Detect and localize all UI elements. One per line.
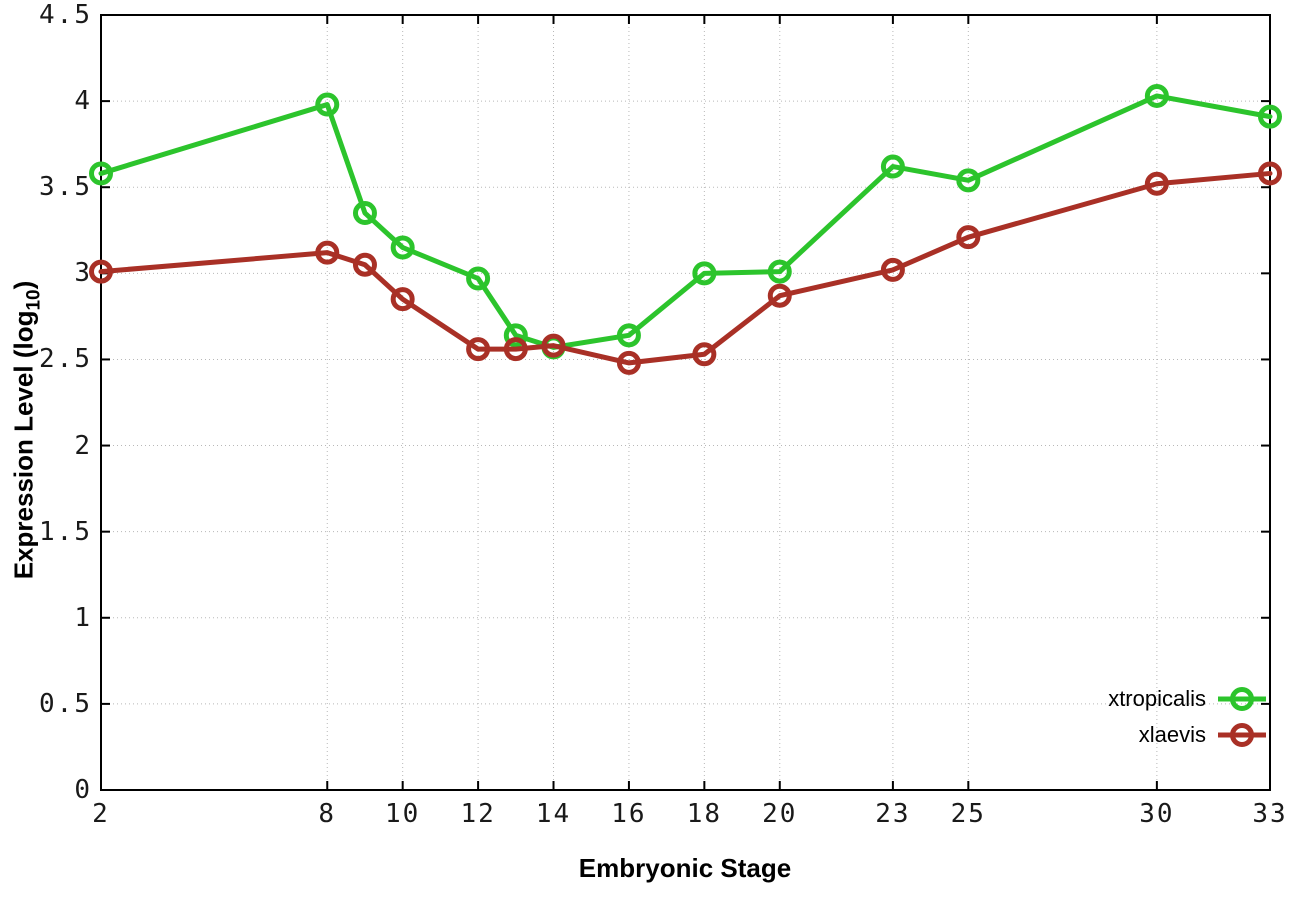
y-tick-label: 0 [74,775,92,805]
x-tick-label: 25 [950,799,986,829]
x-tick-label: 30 [1139,799,1175,829]
data-point-xtropicalis [503,323,528,348]
x-tick-label: 14 [535,799,572,829]
x-axis-title: Embryonic Stage [578,853,792,883]
y-tick-label: 1 [74,602,92,633]
data-point-xlaevis [1144,171,1169,196]
legend-item-xtropicalis: xtropicalis [1108,681,1266,717]
data-point-xtropicalis [616,323,641,348]
data-point-xtropicalis [692,261,717,286]
legend-marker-xtropicalis-icon [1218,687,1266,711]
plot-border [100,14,1271,791]
data-point-xtropicalis [1144,83,1169,108]
x-tick-label: 10 [385,799,421,829]
legend-item-xlaevis: xlaevis [1108,717,1266,753]
legend-label-xlaevis: xlaevis [1138,722,1206,747]
data-point-xtropicalis [315,92,340,117]
data-point-xtropicalis [390,235,415,260]
y-axis-title-suffix: ) [8,280,39,290]
x-tick-label: 2 [92,799,110,829]
data-point-xlaevis [541,333,566,358]
x-tick-label: 16 [611,799,647,829]
x-tick-label: 12 [460,799,496,829]
y-axis-title-subscript: 10 [23,289,45,311]
y-tick-label: 4.5 [39,0,92,30]
data-point-xlaevis [315,240,340,265]
y-tick-label: 1.5 [39,516,92,547]
data-point-xtropicalis [352,201,377,226]
x-tick-label: 18 [686,799,722,829]
data-point-xlaevis [89,259,113,284]
data-point-xlaevis [616,350,641,375]
data-point-xlaevis [956,225,981,250]
data-point-xtropicalis [767,259,792,284]
data-point-xlaevis [466,337,491,362]
x-tick-label: 8 [318,799,337,829]
y-tick-label: 0.5 [39,688,92,719]
data-point-xlaevis [880,257,905,282]
data-point-xlaevis [352,252,377,277]
data-point-xlaevis [767,283,792,308]
legend-label-xtropicalis: xtropicalis [1108,686,1206,711]
series-line-xlaevis [98,170,1273,366]
data-point-xtropicalis [466,266,491,291]
y-tick-label: 3 [74,258,92,289]
y-tick-label: 3.5 [39,172,92,203]
data-point-xtropicalis [89,161,113,186]
y-tick-label: 2.5 [39,344,92,375]
legend-marker-xlaevis-icon [1218,723,1266,747]
data-point-xlaevis [503,337,528,362]
data-point-xlaevis [1258,161,1282,186]
series-line-xtropicalis [98,93,1273,350]
data-point-xtropicalis [880,154,905,179]
y-axis-title-text: Expression Level (log [8,310,39,580]
data-point-xlaevis [692,342,717,367]
x-tick-label: 20 [762,799,798,829]
data-point-xlaevis [390,287,415,312]
legend: xtropicalis xlaevis [1108,681,1266,753]
y-tick-label: 2 [74,430,92,461]
x-tick-label: 23 [875,799,911,829]
y-tick-label: 4 [74,86,92,117]
data-point-xtropicalis [1258,104,1282,129]
y-axis-title: Expression Level (log10) [9,281,46,580]
data-point-xtropicalis [956,168,981,193]
x-tick-label: 33 [1252,799,1288,829]
